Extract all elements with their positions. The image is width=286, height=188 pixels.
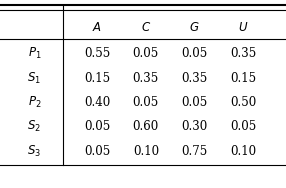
- Text: 0.10: 0.10: [133, 145, 159, 158]
- Text: 0.60: 0.60: [133, 120, 159, 133]
- Text: 0.30: 0.30: [181, 120, 208, 133]
- Text: 0.50: 0.50: [230, 96, 256, 109]
- Text: 0.05: 0.05: [84, 120, 110, 133]
- Text: 0.10: 0.10: [230, 145, 256, 158]
- Text: $P_1$: $P_1$: [27, 46, 41, 61]
- Text: 0.05: 0.05: [84, 145, 110, 158]
- Text: 0.05: 0.05: [181, 96, 208, 109]
- Text: 0.35: 0.35: [133, 71, 159, 85]
- Text: 0.15: 0.15: [84, 71, 110, 85]
- Text: $S_3$: $S_3$: [27, 144, 41, 159]
- Text: 0.40: 0.40: [84, 96, 110, 109]
- Text: $\mathit{G}$: $\mathit{G}$: [189, 21, 200, 34]
- Text: 0.35: 0.35: [230, 47, 256, 60]
- Text: 0.35: 0.35: [181, 71, 208, 85]
- Text: 0.55: 0.55: [84, 47, 110, 60]
- Text: $\mathit{C}$: $\mathit{C}$: [141, 21, 151, 34]
- Text: 0.15: 0.15: [230, 71, 256, 85]
- Text: 0.05: 0.05: [181, 47, 208, 60]
- Text: 0.05: 0.05: [230, 120, 256, 133]
- Text: 0.05: 0.05: [133, 47, 159, 60]
- Text: $\mathit{A}$: $\mathit{A}$: [92, 21, 102, 34]
- Text: $P_2$: $P_2$: [27, 95, 41, 110]
- Text: 0.75: 0.75: [181, 145, 208, 158]
- Text: $\mathit{U}$: $\mathit{U}$: [238, 21, 248, 34]
- Text: $S_2$: $S_2$: [27, 119, 41, 134]
- Text: $S_1$: $S_1$: [27, 70, 41, 86]
- Text: 0.05: 0.05: [133, 96, 159, 109]
